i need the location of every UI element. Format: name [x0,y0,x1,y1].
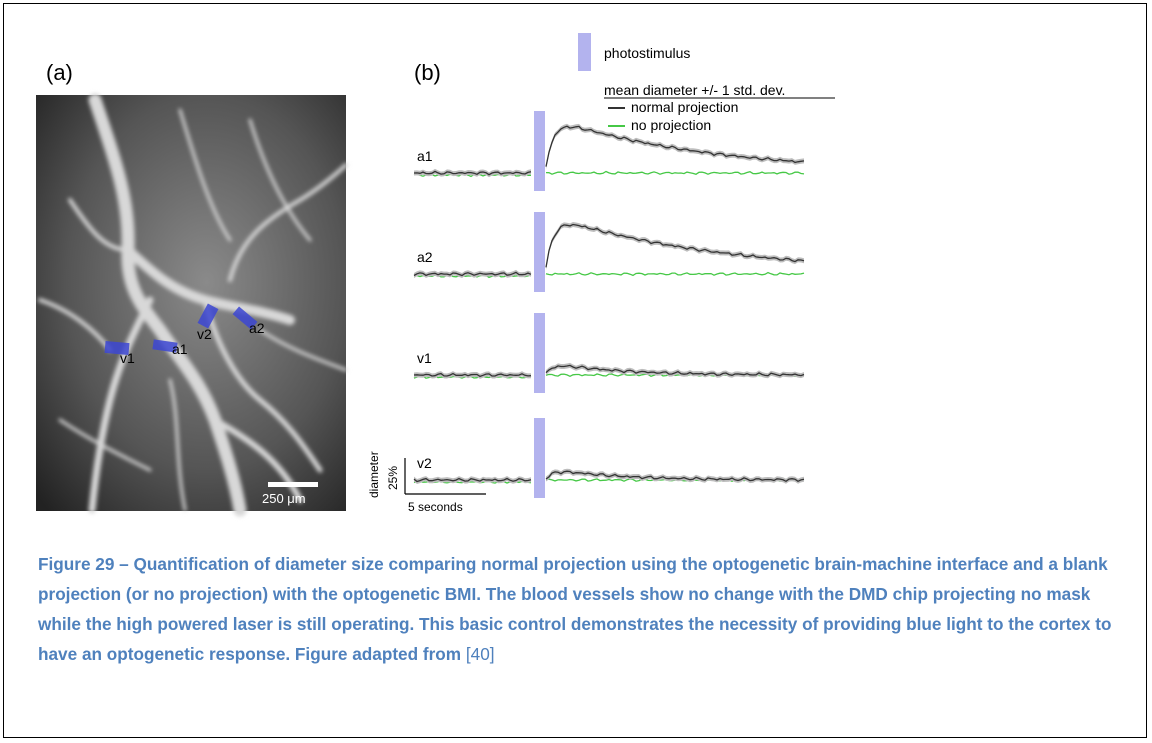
trace-label-a2: a2 [417,249,433,265]
scale-diameter-label: diameter [367,451,381,498]
vessel-label-a1: a1 [172,341,188,357]
legend-title: mean diameter +/- 1 std. dev. [604,82,785,98]
normal-projection-line [413,477,532,483]
vessel-markers [104,303,258,356]
normal-projection-line [545,125,805,167]
trace-panels: a1 a2 v1 v2 [413,111,805,498]
trace-a2: a2 [413,212,805,292]
panel-b-label: (b) [414,60,441,85]
legend-normal-label: normal projection [631,99,738,115]
stimulus-bar [534,212,545,292]
figure-frame [3,3,1147,738]
panel-a-label: (a) [46,60,73,85]
trace-v1: v1 [413,313,805,393]
microscopy-image: v1 a1 v2 a2 250 μm [36,93,348,517]
scale-bar-label: 250 μm [262,491,306,506]
std-dev-band [546,222,804,270]
scale-bar [268,482,318,487]
trace-v2: v2 [413,418,805,498]
legend-stimulus-label: photostimulus [604,45,690,61]
legend-stimulus-swatch [578,33,591,71]
vessel-label-v1: v1 [120,350,135,366]
normal-projection-line [413,170,532,176]
scale-percent-label: 25% [386,466,400,490]
trace-label-a1: a1 [417,148,433,164]
figure-graphic: (a) [36,33,835,517]
caption-reference: [40] [465,644,495,664]
normal-projection-line [545,223,805,268]
stimulus-bar [534,111,545,191]
stimulus-bar [534,418,545,498]
trace-label-v1: v1 [417,350,432,366]
normal-projection-line [413,372,532,378]
std-dev-band [414,476,531,484]
stimulus-bar [534,313,545,393]
caption-text: Figure 29 – Quantification of diameter s… [38,554,1112,664]
scale-seconds-label: 5 seconds [408,500,463,514]
normal-projection-line [545,470,805,483]
normal-projection-line [413,271,532,277]
vessel-label-v2: v2 [197,326,212,342]
legend: photostimulus mean diameter +/- 1 std. d… [578,33,835,133]
figure-caption: Figure 29 – Quantification of diameter s… [38,549,1128,669]
normal-projection-line [545,364,805,377]
vessel-label-a2: a2 [249,320,265,336]
scale-bar-b: diameter 25% 5 seconds [367,451,486,514]
legend-no-projection-label: no projection [631,117,711,133]
trace-label-v2: v2 [417,455,432,471]
trace-a1: a1 [413,111,805,191]
std-dev-band [546,468,804,484]
